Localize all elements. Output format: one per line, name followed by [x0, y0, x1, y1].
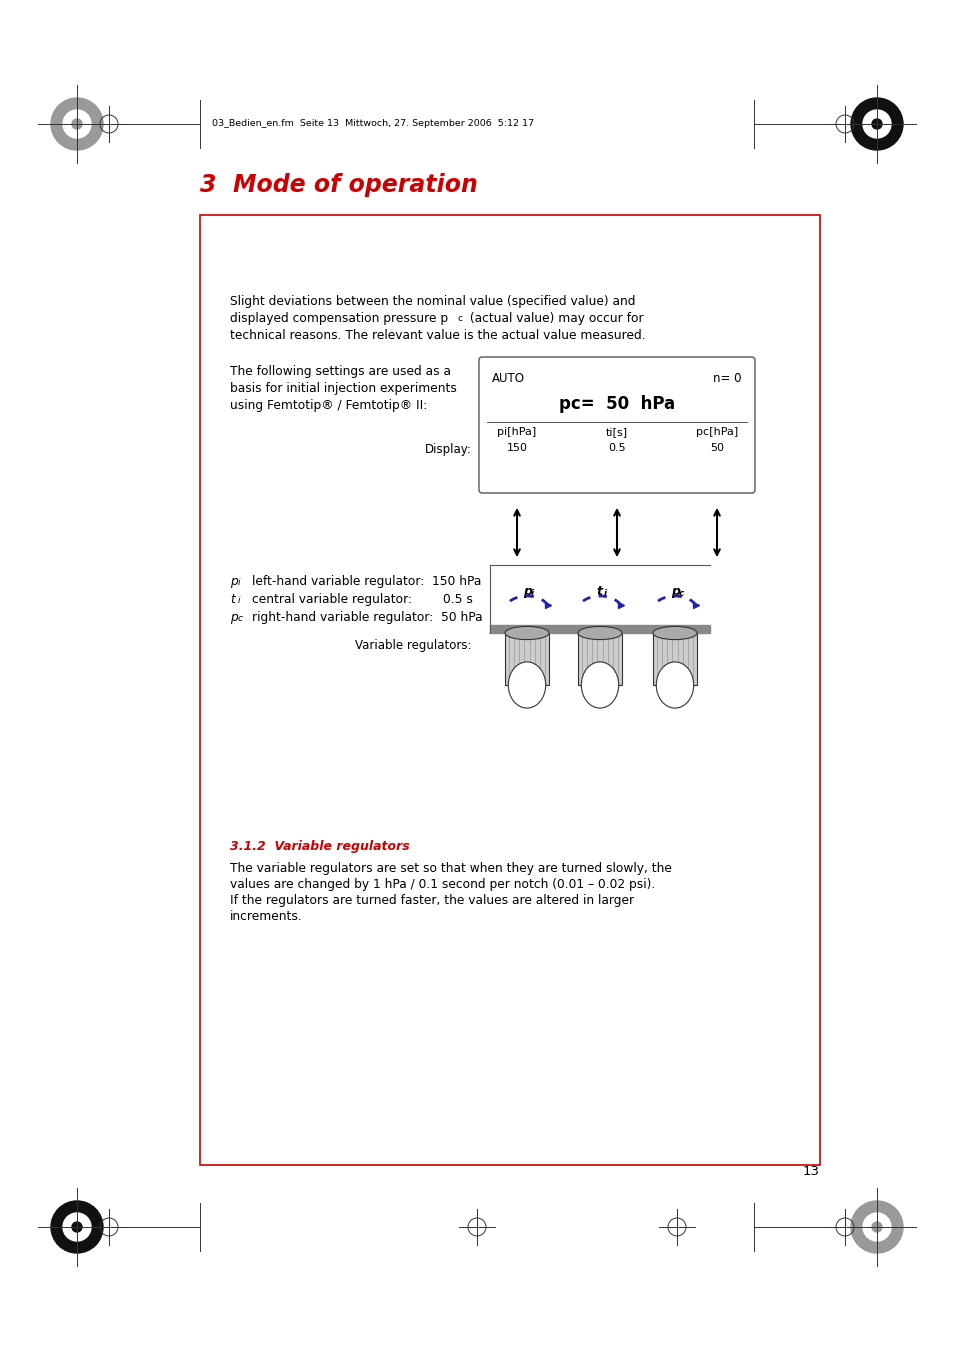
Bar [578, 634, 621, 685]
Text: pi[hPa]: pi[hPa] [497, 427, 536, 436]
Circle shape [51, 99, 103, 150]
Text: AUTO: AUTO [492, 372, 524, 385]
Bar [200, 215, 820, 1165]
Text: (actual value) may occur for: (actual value) may occur for [465, 312, 643, 326]
Text: n= 0: n= 0 [713, 372, 741, 385]
Text: using Femtotip® / Femtotip® II:: using Femtotip® / Femtotip® II: [230, 399, 427, 412]
Ellipse shape [656, 662, 693, 708]
Text: 03_Bedien_en.fm  Seite 13  Mittwoch, 27. September 2006  5:12 17: 03_Bedien_en.fm Seite 13 Mittwoch, 27. S… [212, 119, 534, 128]
Text: c: c [679, 589, 683, 598]
Text: t: t [230, 593, 234, 607]
Text: 3  Mode of operation: 3 Mode of operation [200, 173, 477, 197]
Text: central variable regulator:        0.5 s: central variable regulator: 0.5 s [252, 593, 473, 607]
Ellipse shape [580, 662, 618, 708]
Text: p: p [522, 585, 532, 598]
Text: Variable regulators:: Variable regulators: [355, 639, 472, 653]
Text: basis for initial injection experiments: basis for initial injection experiments [230, 382, 456, 394]
Text: Slight deviations between the nominal value (specified value) and: Slight deviations between the nominal va… [230, 295, 635, 308]
Circle shape [71, 119, 82, 128]
Text: 150: 150 [506, 443, 527, 453]
Text: p: p [230, 576, 237, 588]
Text: 13: 13 [802, 1165, 820, 1178]
Text: 50: 50 [709, 443, 723, 453]
Text: displayed compensation pressure p: displayed compensation pressure p [230, 312, 448, 326]
Text: pc=  50  hPa: pc= 50 hPa [558, 394, 675, 413]
Bar [652, 634, 697, 685]
Text: increments.: increments. [230, 911, 302, 923]
Ellipse shape [504, 627, 548, 639]
Bar [504, 634, 548, 685]
Circle shape [862, 1213, 890, 1242]
Text: i: i [531, 589, 534, 598]
Circle shape [63, 1213, 91, 1242]
Text: values are changed by 1 hPa / 0.1 second per notch (0.01 – 0.02 psi).: values are changed by 1 hPa / 0.1 second… [230, 878, 655, 892]
Circle shape [71, 1223, 82, 1232]
Text: pc[hPa]: pc[hPa] [695, 427, 738, 436]
Text: left-hand variable regulator:  150 hPa: left-hand variable regulator: 150 hPa [252, 576, 481, 588]
Circle shape [850, 99, 902, 150]
Text: i: i [603, 589, 606, 598]
FancyBboxPatch shape [478, 357, 754, 493]
Text: If the regulators are turned faster, the values are altered in larger: If the regulators are turned faster, the… [230, 894, 634, 907]
Text: 3.1.2  Variable regulators: 3.1.2 Variable regulators [230, 840, 410, 852]
Bar [490, 626, 709, 634]
Circle shape [871, 1223, 882, 1232]
Ellipse shape [652, 627, 697, 639]
Text: p: p [670, 585, 679, 598]
Text: The variable regulators are set so that when they are turned slowly, the: The variable regulators are set so that … [230, 862, 671, 875]
Text: p: p [230, 611, 237, 624]
Text: i: i [237, 596, 240, 605]
Text: The following settings are used as a: The following settings are used as a [230, 365, 451, 378]
Text: 0.5: 0.5 [608, 443, 625, 453]
Text: Display:: Display: [425, 443, 472, 457]
Text: ti[s]: ti[s] [605, 427, 627, 436]
Text: technical reasons. The relevant value is the actual value measured.: technical reasons. The relevant value is… [230, 330, 645, 342]
Text: c: c [237, 613, 243, 623]
Ellipse shape [508, 662, 545, 708]
Text: c: c [457, 313, 462, 323]
Text: right-hand variable regulator:  50 hPa: right-hand variable regulator: 50 hPa [252, 611, 482, 624]
Text: i: i [237, 578, 240, 586]
Circle shape [51, 1201, 103, 1252]
Circle shape [850, 1201, 902, 1252]
Circle shape [871, 119, 882, 128]
Circle shape [862, 109, 890, 138]
Ellipse shape [578, 627, 621, 639]
Circle shape [63, 109, 91, 138]
Text: t: t [596, 585, 601, 598]
